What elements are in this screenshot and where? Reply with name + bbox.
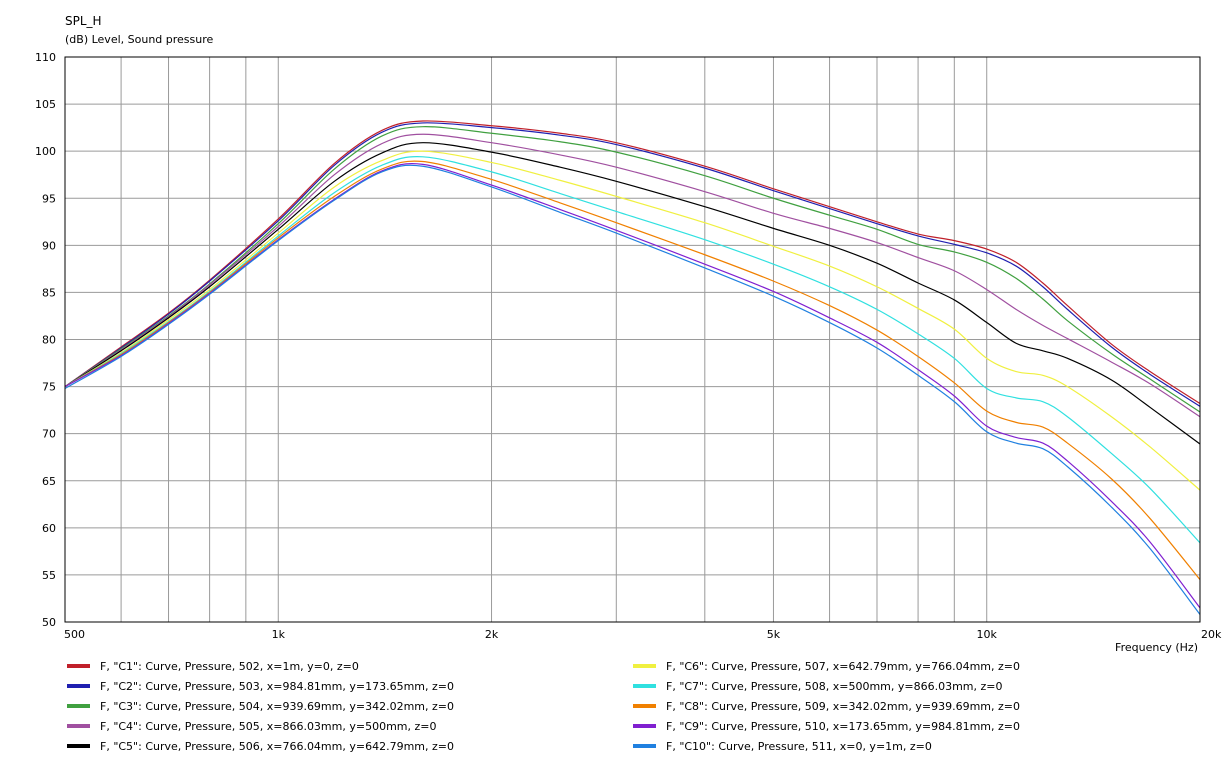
legend: F, "C1": Curve, Pressure, 502, x=1m, y=0…	[67, 660, 1020, 753]
legend-swatch-c7	[633, 684, 656, 688]
series-line-c2	[64, 122, 1201, 407]
series-line-c3	[64, 126, 1201, 413]
x-axis-label: Frequency (Hz)	[1115, 641, 1198, 654]
x-tick-label-3: 5k	[767, 628, 781, 641]
x-tick-label-5: 20k	[1201, 628, 1222, 641]
series-line-c5	[64, 142, 1201, 445]
legend-label-c2: F, "C2": Curve, Pressure, 503, x=984.81m…	[100, 680, 454, 693]
legend-label-c7: F, "C7": Curve, Pressure, 508, x=500mm, …	[666, 680, 1003, 693]
series-layer	[64, 120, 1201, 615]
y-tick-labels: 50 55 60 65 70 75 80 85 90 95 100 105 110	[35, 51, 56, 629]
legend-swatch-c5	[67, 744, 90, 748]
y-tick-label-6: 80	[42, 334, 56, 347]
x-tick-label-1: 1k	[272, 628, 286, 641]
x-tick-label-2: 2k	[485, 628, 499, 641]
y-tick-label-1: 55	[42, 569, 56, 582]
y-tick-label-0: 50	[42, 616, 56, 629]
y-tick-label-2: 60	[42, 522, 56, 535]
legend-label-c10: F, "C10": Curve, Pressure, 511, x=0, y=1…	[666, 740, 932, 753]
chart-title: SPL_H	[65, 14, 102, 28]
y-tick-label-5: 75	[42, 381, 56, 394]
legend-swatch-c9	[633, 724, 656, 728]
legend-label-c1: F, "C1": Curve, Pressure, 502, x=1m, y=0…	[100, 660, 359, 673]
y-tick-label-8: 90	[42, 239, 56, 252]
legend-swatch-c6	[633, 664, 656, 668]
y-tick-label-4: 70	[42, 428, 56, 441]
y-axis-label: (dB) Level, Sound pressure	[65, 33, 214, 46]
legend-label-c4: F, "C4": Curve, Pressure, 505, x=866.03m…	[100, 720, 437, 733]
plot-frame	[64, 56, 1201, 623]
legend-swatch-c4	[67, 724, 90, 728]
legend-label-c8: F, "C8": Curve, Pressure, 509, x=342.02m…	[666, 700, 1020, 713]
y-tick-label-3: 65	[42, 475, 56, 488]
x-tick-labels: 500 1k 2k 5k 10k 20k	[64, 628, 1222, 641]
y-tick-label-12: 110	[35, 51, 56, 64]
legend-label-c6: F, "C6": Curve, Pressure, 507, x=642.79m…	[666, 660, 1020, 673]
legend-swatch-c8	[633, 704, 656, 708]
series-line-c6	[64, 150, 1201, 491]
grid-layer	[65, 56, 1200, 623]
series-line-c4	[64, 133, 1201, 418]
series-line-c7	[64, 156, 1201, 544]
y-tick-label-7: 85	[42, 286, 56, 299]
series-line-c10	[64, 164, 1201, 615]
y-tick-label-9: 95	[42, 192, 56, 205]
y-tick-label-11: 105	[35, 98, 56, 111]
legend-label-c9: F, "C9": Curve, Pressure, 510, x=173.65m…	[666, 720, 1020, 733]
legend-swatch-c3	[67, 704, 90, 708]
y-tick-label-10: 100	[35, 145, 56, 158]
x-tick-label-0: 500	[64, 628, 85, 641]
series-line-c9	[64, 162, 1201, 609]
legend-label-c5: F, "C5": Curve, Pressure, 506, x=766.04m…	[100, 740, 454, 753]
series-line-c8	[64, 160, 1201, 581]
legend-swatch-c1	[67, 664, 90, 668]
legend-swatch-c10	[633, 744, 656, 748]
legend-label-c3: F, "C3": Curve, Pressure, 504, x=939.69m…	[100, 700, 454, 713]
x-tick-label-4: 10k	[977, 628, 998, 641]
series-line-c1	[64, 120, 1201, 405]
legend-swatch-c2	[67, 684, 90, 688]
